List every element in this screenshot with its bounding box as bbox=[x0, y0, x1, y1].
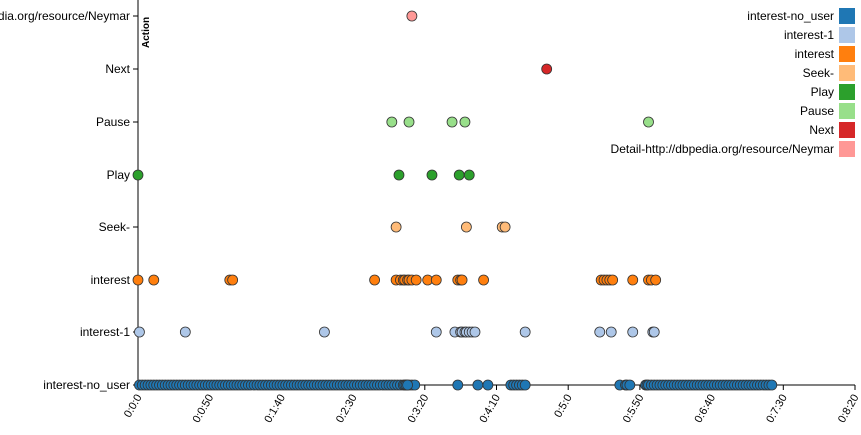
x-tick-label: 0:0:0 bbox=[122, 393, 145, 420]
x-tick-label: 0:6:40 bbox=[693, 393, 719, 425]
y-tick-label: interest-1 bbox=[80, 325, 130, 339]
legend-swatch bbox=[839, 84, 855, 100]
y-tick-label: Seek- bbox=[99, 220, 130, 234]
data-point bbox=[766, 379, 778, 391]
x-tick-label: 0:3:20 bbox=[406, 393, 432, 425]
legend-swatch bbox=[839, 103, 855, 119]
x-tick-label: 0:7:30 bbox=[764, 393, 790, 425]
data-point bbox=[459, 116, 471, 128]
legend: interest-no_user interest-1 interest Seek- P… bbox=[611, 8, 855, 157]
x-tick-label: 0:1:40 bbox=[262, 393, 288, 425]
legend-swatch bbox=[839, 141, 855, 157]
data-point bbox=[319, 326, 330, 338]
legend-swatch bbox=[839, 46, 855, 62]
legend-swatch bbox=[839, 122, 855, 138]
data-point bbox=[607, 274, 619, 286]
data-point bbox=[594, 326, 606, 338]
legend-label: Next bbox=[809, 123, 834, 137]
data-point bbox=[179, 326, 191, 338]
data-point bbox=[627, 274, 639, 286]
data-point bbox=[452, 379, 464, 391]
x-tick-label: 0:5:50 bbox=[621, 393, 647, 425]
data-point bbox=[369, 274, 381, 286]
data-point bbox=[627, 326, 639, 338]
data-point bbox=[456, 274, 468, 286]
data-point bbox=[132, 274, 144, 286]
y-tick-label: interest-no_user bbox=[43, 378, 130, 392]
data-point bbox=[134, 326, 145, 338]
data-point bbox=[519, 379, 531, 391]
data-point bbox=[519, 326, 531, 338]
legend-swatch bbox=[839, 65, 855, 81]
data-point bbox=[402, 379, 413, 391]
data-point bbox=[648, 326, 660, 338]
data-point bbox=[624, 379, 636, 391]
x-axis: 0:0:0 0:0:50 0:1:40 0:2:30 0:3:20 0:4:10 0:5:0… bbox=[122, 384, 861, 425]
x-tick-label: 0:2:30 bbox=[334, 393, 360, 425]
legend-label: Play bbox=[811, 85, 834, 99]
data-point bbox=[460, 221, 472, 233]
data-point bbox=[390, 221, 402, 233]
y-tick-label: interest bbox=[91, 273, 131, 287]
data-point bbox=[227, 274, 239, 286]
data-point bbox=[148, 274, 160, 286]
data-point bbox=[406, 10, 418, 22]
data-point bbox=[410, 274, 422, 286]
y-axis-title: Action bbox=[141, 17, 152, 48]
data-point bbox=[650, 274, 662, 286]
y-tick-label: Next bbox=[105, 62, 130, 76]
x-tick-label: 0:8:20 bbox=[836, 393, 861, 425]
x-tick-label: 0:0:50 bbox=[191, 393, 217, 425]
data-point bbox=[482, 379, 494, 391]
data-points bbox=[132, 10, 778, 391]
legend-swatch bbox=[839, 8, 855, 24]
data-point bbox=[472, 379, 484, 391]
legend-label: interest-1 bbox=[784, 28, 834, 42]
legend-label: interest bbox=[795, 47, 835, 61]
data-point bbox=[430, 326, 442, 338]
data-point bbox=[463, 169, 475, 181]
data-point bbox=[478, 274, 489, 286]
data-point bbox=[132, 169, 144, 181]
data-point bbox=[393, 169, 405, 181]
y-tick-label: Pause bbox=[96, 115, 130, 129]
data-point bbox=[386, 116, 398, 128]
y-axis: interest-no_user interest-1 interest Seek- P… bbox=[0, 0, 139, 392]
y-tick-label: Play bbox=[107, 168, 130, 182]
data-point bbox=[430, 274, 442, 286]
x-tick-label: 0:4:10 bbox=[477, 393, 503, 425]
data-point bbox=[541, 63, 553, 75]
legend-label: interest-no_user bbox=[747, 9, 834, 23]
legend-swatch bbox=[839, 27, 855, 43]
data-point bbox=[403, 116, 415, 128]
data-point bbox=[499, 221, 511, 233]
data-point bbox=[605, 326, 617, 338]
data-point bbox=[453, 169, 465, 181]
data-point bbox=[469, 326, 481, 338]
legend-label: Pause bbox=[800, 104, 834, 118]
x-tick-label: 0:5:0 bbox=[552, 393, 575, 420]
legend-label: Seek- bbox=[803, 66, 834, 80]
data-point bbox=[426, 169, 438, 181]
data-point bbox=[643, 116, 654, 128]
legend-label: Detail-http://dbpedia.org/resource/Neyma… bbox=[611, 142, 834, 156]
y-tick-label: Detail-http://dbpedia.org/resource/Neyma… bbox=[0, 9, 130, 23]
data-point bbox=[446, 116, 458, 128]
